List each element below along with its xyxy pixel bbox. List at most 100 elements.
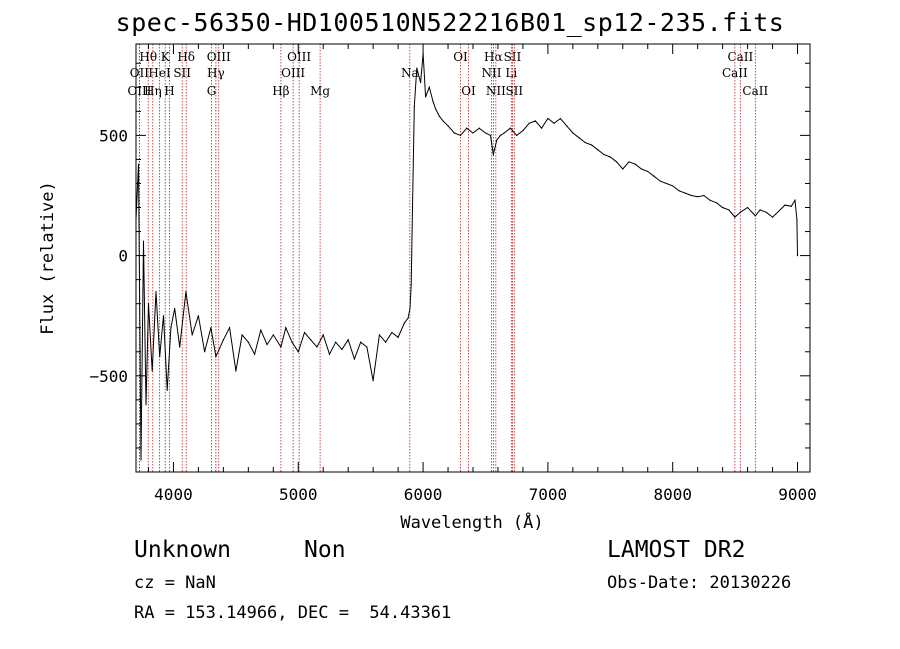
line-marker-label-11: G xyxy=(207,84,217,98)
spectrum-point-31 xyxy=(291,341,293,343)
line-marker-label-13: OIII xyxy=(281,66,305,80)
spectrum-point-42 xyxy=(360,341,362,343)
spectrum-point-5 xyxy=(147,303,150,305)
spectrum-point-73 xyxy=(496,139,498,141)
spectrum-point-29 xyxy=(280,346,282,348)
line-marker-label-7: H xyxy=(164,84,174,98)
spectrum-point-49 xyxy=(403,322,405,324)
line-marker-label-25: CaII xyxy=(727,50,753,64)
line-marker-label-4: HeI xyxy=(148,66,171,80)
spectrum-point-120 xyxy=(784,204,786,206)
spectrum-point-68 xyxy=(472,132,474,134)
spectrum-point-67 xyxy=(466,127,468,129)
spectrum-point-16 xyxy=(197,315,200,317)
object-subclass: Non xyxy=(304,537,346,563)
spectrum-point-79 xyxy=(528,122,530,124)
spectrum-point-20 xyxy=(222,339,224,341)
spectrum-point-105 xyxy=(690,194,693,197)
spectrum-point-101 xyxy=(665,182,668,185)
spectrum-point-27 xyxy=(266,343,268,346)
spectrum-point-56 xyxy=(419,81,422,84)
spectrum-point-121 xyxy=(790,205,792,207)
spectrum-point-50 xyxy=(407,317,409,319)
plot-frame xyxy=(135,43,811,473)
spectrum-point-96 xyxy=(634,163,636,165)
line-marker-label-0: Hθ xyxy=(139,50,157,64)
line-marker-label-12: OIII xyxy=(287,50,311,64)
spectrum-point-43 xyxy=(366,346,368,348)
emission-line-markers: Hθ OII OIII K HeI Hη SII H Hδ OIII Hγ G OIII OIII Hβ Mg… xyxy=(127,44,768,472)
spectrum-point-41 xyxy=(353,358,356,360)
spectrum-point-65 xyxy=(453,132,455,134)
spectrum-point-33 xyxy=(303,331,306,334)
spectrum-point-17 xyxy=(204,351,206,353)
line-marker-label-19: Hα xyxy=(484,50,503,64)
x-axis: 4000 5000 6000 7000 8000 9000 xyxy=(147,44,817,504)
spectrum-point-4 xyxy=(145,404,147,406)
spectrum-point-24 xyxy=(247,341,249,343)
spectrum-point-118 xyxy=(771,216,774,218)
spectrum-point-15 xyxy=(191,334,193,336)
spectrum-point-108 xyxy=(709,199,711,201)
line-marker-label-2: OIII xyxy=(127,84,151,98)
y-tick-label-1: 0 xyxy=(118,247,128,266)
spectrum-point-32 xyxy=(297,351,299,353)
spectrum-point-55 xyxy=(416,67,418,69)
y-tick-label-2: 500 xyxy=(99,126,128,145)
spectrum-point-80 xyxy=(534,120,537,122)
spectrum-point-6 xyxy=(151,370,153,372)
spectrum-point-114 xyxy=(746,206,749,209)
spectrum-point-2 xyxy=(140,459,142,461)
spectrum-point-104 xyxy=(684,192,686,194)
line-marker-label-22: Li xyxy=(505,66,517,80)
line-marker-label-3: K xyxy=(161,50,171,64)
line-marker-label-20: SII xyxy=(504,50,522,64)
line-marker-label-5: Hη xyxy=(144,84,162,98)
y-axis: −500 0 500 xyxy=(89,62,810,449)
line-marker-label-23: NII xyxy=(486,84,506,98)
spectrum-point-123 xyxy=(796,218,798,221)
spectrum-point-12 xyxy=(174,307,176,310)
spectrum-point-86 xyxy=(572,132,574,134)
spectrum-point-116 xyxy=(759,209,761,211)
spectrum-point-19 xyxy=(215,355,217,358)
spectrum-point-100 xyxy=(659,180,661,182)
spectrum-point-1 xyxy=(137,163,140,165)
spectrum-point-93 xyxy=(615,161,618,163)
spectrum-point-46 xyxy=(385,341,387,343)
spectrum-point-7 xyxy=(155,291,157,293)
line-marker-label-15: Mg xyxy=(310,84,330,98)
spectrum-point-113 xyxy=(739,211,741,213)
spectrum-point-60 xyxy=(432,101,434,103)
spectrum-point-117 xyxy=(765,211,767,213)
object-class: Unknown xyxy=(134,537,231,563)
x-axis-label: Wavelength (Å) xyxy=(400,511,543,533)
line-marker-label-18: OI xyxy=(461,84,476,98)
spectrum-point-109 xyxy=(715,202,717,204)
spectrum-point-11 xyxy=(170,327,172,329)
spectrum-point-77 xyxy=(516,134,518,136)
spectrum-point-110 xyxy=(722,206,724,209)
spectrum-point-74 xyxy=(499,134,502,136)
spectrum-point-98 xyxy=(647,170,649,173)
spectrum-point-95 xyxy=(628,161,630,163)
spectrum-point-14 xyxy=(185,291,187,293)
spectrum-series xyxy=(135,53,799,461)
spectrum-point-9 xyxy=(162,315,165,317)
line-marker-label-27: CaII xyxy=(742,84,768,98)
line-marker-label-6: SII xyxy=(173,66,191,80)
spectrum-point-64 xyxy=(447,125,449,127)
line-marker-label-24: SII xyxy=(505,84,523,98)
spectrum-point-63 xyxy=(442,120,444,122)
spectrum-point-54 xyxy=(413,105,415,108)
spectrum-point-26 xyxy=(260,329,262,331)
spectrum-point-83 xyxy=(553,122,555,124)
spectrum-line xyxy=(135,53,798,461)
spectrum-point-10 xyxy=(166,389,168,391)
spectrum-point-18 xyxy=(210,327,212,329)
spectrum-point-112 xyxy=(734,216,736,218)
spectrum-point-102 xyxy=(672,185,674,187)
spectrum-point-3 xyxy=(142,240,145,242)
spectrum-point-99 xyxy=(653,175,655,177)
